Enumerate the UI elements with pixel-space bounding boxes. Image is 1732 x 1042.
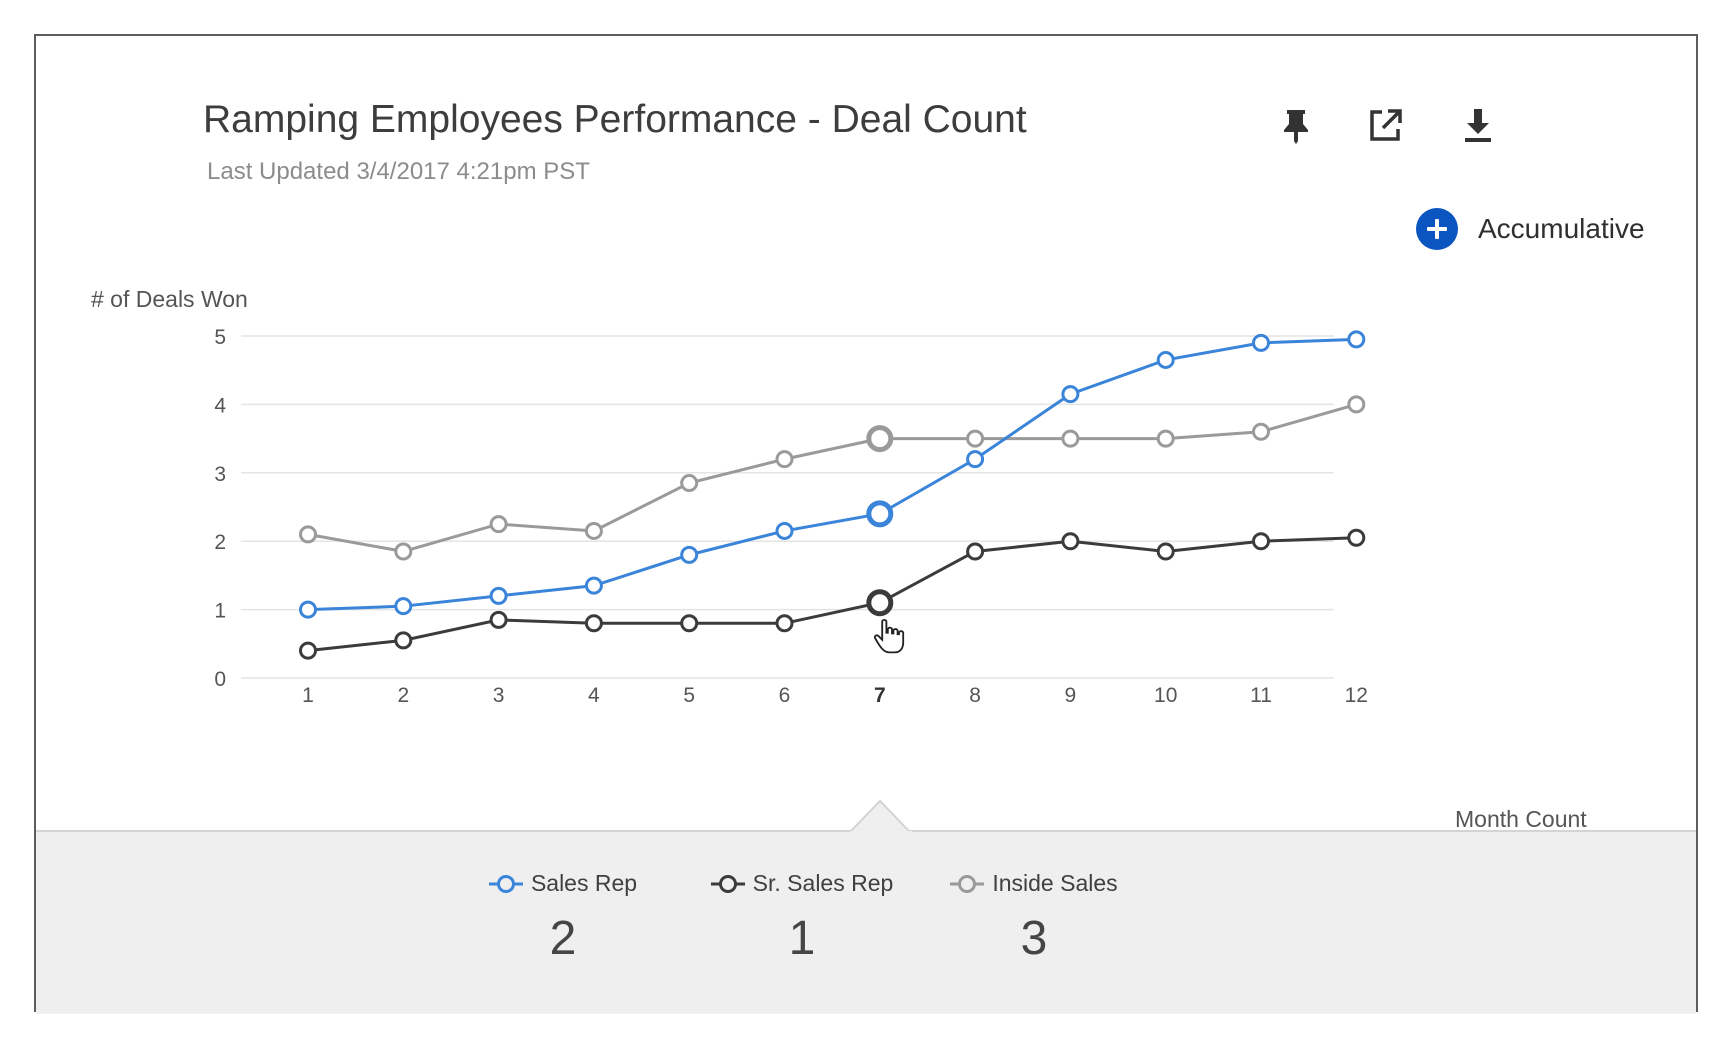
data-point[interactable]	[1156, 542, 1175, 561]
legend-series-name: Sr. Sales Rep	[752, 870, 894, 896]
x-tick-label: 1	[302, 684, 314, 707]
legend-series-value: 3	[1020, 912, 1048, 965]
x-tick-label: 9	[1065, 684, 1077, 707]
legend-series-value: 1	[788, 912, 816, 965]
data-point[interactable]	[584, 521, 603, 540]
legend-series-name: Sales Rep	[530, 870, 638, 896]
legend-marker-icon	[710, 874, 745, 893]
chart-title: Ramping Employees Performance - Deal Cou…	[203, 98, 1027, 141]
data-point[interactable]	[680, 614, 699, 633]
legend-marker-icon	[950, 874, 985, 893]
data-point[interactable]	[489, 610, 508, 629]
x-tick-label: 5	[683, 684, 695, 707]
data-point[interactable]	[680, 474, 699, 493]
plus-circle-icon[interactable]	[1416, 208, 1458, 250]
data-point[interactable]	[489, 515, 508, 534]
legend-item: Inside Sales 3	[914, 870, 1154, 966]
data-point[interactable]	[680, 545, 699, 564]
legend-item: Sr. Sales Rep 1	[682, 870, 922, 966]
data-point[interactable]	[966, 542, 985, 561]
data-point[interactable]	[489, 586, 508, 605]
data-point[interactable]	[1252, 532, 1270, 551]
x-tick-label: 2	[397, 684, 409, 707]
x-tick-label: 7	[874, 684, 886, 707]
data-point[interactable]	[866, 589, 894, 617]
y-tick-label: 4	[214, 394, 226, 417]
legend-series-value: 2	[549, 912, 577, 965]
data-point[interactable]	[1252, 422, 1270, 441]
hand-cursor-icon	[873, 619, 905, 654]
data-point[interactable]	[394, 597, 413, 616]
data-point[interactable]	[1156, 429, 1175, 448]
accumulative-label: Accumulative	[1478, 213, 1645, 244]
series-line	[307, 337, 1357, 612]
data-point[interactable]	[1252, 333, 1270, 352]
pin-icon[interactable]	[1272, 101, 1320, 149]
y-tick-label: 2	[214, 531, 226, 554]
last-updated: Last Updated 3/4/2017 4:21pm PST	[207, 158, 590, 185]
data-point[interactable]	[1061, 532, 1080, 551]
y-axis-label: # of Deals Won	[91, 286, 248, 312]
x-tick-label: 8	[969, 684, 981, 707]
series-line	[307, 402, 1357, 553]
data-point[interactable]	[1156, 350, 1175, 369]
data-point[interactable]	[775, 450, 794, 469]
data-point[interactable]	[1061, 385, 1080, 404]
series-line	[307, 536, 1357, 653]
data-point[interactable]	[1061, 429, 1080, 448]
data-point[interactable]	[775, 614, 794, 633]
data-point[interactable]	[1347, 330, 1366, 349]
legend-marker-icon	[488, 874, 523, 893]
data-point[interactable]	[1347, 528, 1366, 547]
tooltip-panel	[36, 830, 1696, 1014]
data-point[interactable]	[394, 631, 413, 650]
data-point[interactable]	[584, 614, 603, 633]
data-point[interactable]	[299, 525, 317, 544]
data-point[interactable]	[584, 576, 603, 595]
data-point[interactable]	[394, 542, 413, 561]
y-tick-label: 3	[214, 463, 226, 486]
x-tick-label: 12	[1345, 684, 1368, 707]
x-tick-label: 10	[1154, 684, 1177, 707]
x-axis-label: Month Count	[1455, 806, 1587, 832]
data-point[interactable]	[299, 600, 317, 619]
open-in-new-icon[interactable]	[1361, 101, 1409, 149]
data-point[interactable]	[299, 641, 317, 660]
data-point[interactable]	[866, 500, 894, 528]
legend-item: Sales Rep 2	[443, 870, 683, 966]
download-icon[interactable]	[1454, 101, 1502, 149]
x-tick-label: 6	[779, 684, 791, 707]
x-tick-label: 3	[493, 684, 505, 707]
y-tick-label: 0	[214, 668, 226, 691]
legend-series-name: Inside Sales	[992, 870, 1118, 896]
data-point[interactable]	[866, 425, 894, 453]
chart-card: Ramping Employees Performance - Deal Cou…	[34, 34, 1698, 1014]
x-tick-label: 4	[588, 684, 600, 707]
y-tick-label: 5	[214, 326, 226, 349]
data-point[interactable]	[775, 521, 794, 540]
data-point[interactable]	[966, 429, 985, 448]
data-point[interactable]	[1347, 395, 1366, 414]
accumulative-toggle[interactable]: Accumulative	[1416, 207, 1645, 251]
data-point[interactable]	[966, 450, 985, 469]
y-tick-label: 1	[214, 600, 226, 623]
tooltip-caret	[849, 799, 912, 833]
x-tick-label: 11	[1250, 684, 1272, 707]
